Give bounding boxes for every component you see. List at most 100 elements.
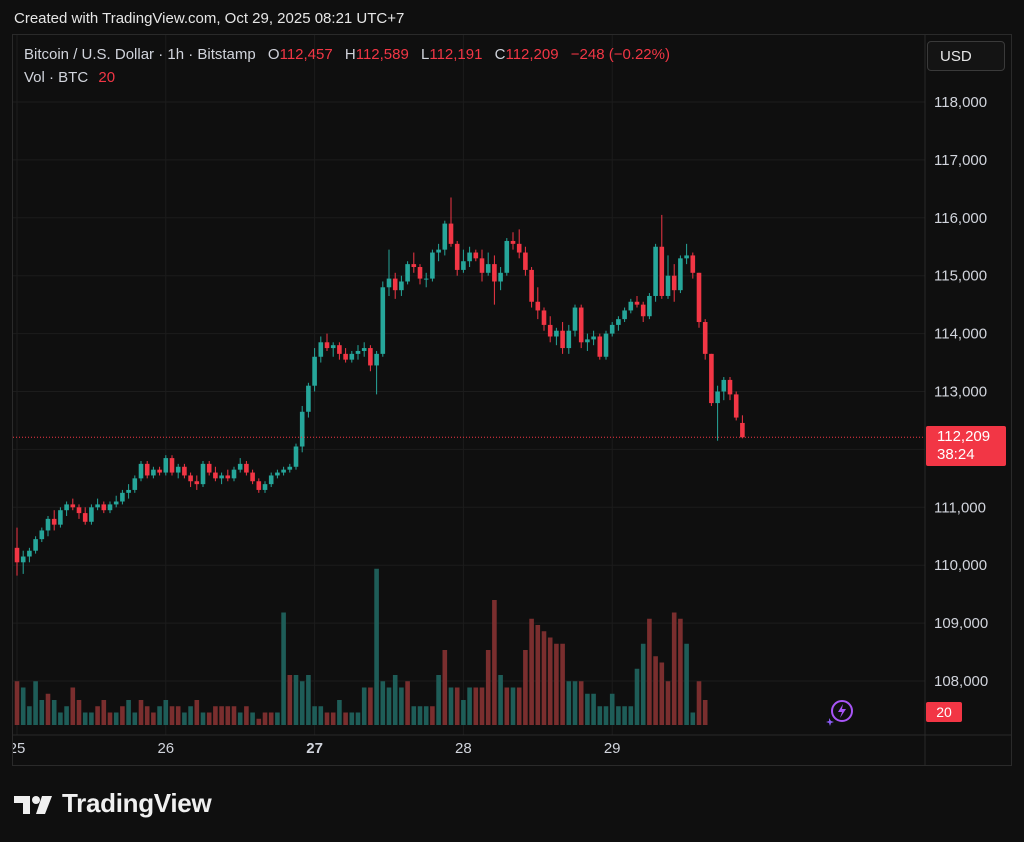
volume-label[interactable]: Vol · BTC: [24, 69, 89, 86]
candle: [696, 272, 702, 328]
candle-body: [281, 469, 286, 473]
brand-name: TradingView: [62, 788, 212, 818]
candle-body: [337, 345, 342, 354]
volume-bar: [76, 700, 82, 725]
x-tick-label: 29: [604, 740, 621, 757]
candle-body: [386, 278, 392, 288]
candle-body: [566, 330, 572, 349]
candle-body: [126, 489, 131, 493]
candle-body: [405, 264, 410, 282]
sparkle-icon[interactable]: [826, 698, 854, 726]
volume-bar: [529, 618, 534, 725]
candle-body: [535, 301, 541, 311]
candle-body: [206, 463, 212, 473]
candle: [361, 342, 367, 357]
candle-body: [671, 275, 677, 291]
candle: [504, 238, 510, 276]
candle-body: [423, 278, 429, 280]
candle: [671, 264, 677, 302]
candle: [473, 249, 479, 262]
volume-bar: [330, 712, 336, 725]
volume-bar: [58, 712, 63, 725]
y-tick-label: 115,000: [934, 268, 987, 285]
volume-bar: [609, 693, 615, 725]
candles: [14, 197, 745, 576]
candle-body: [578, 307, 584, 343]
candle-body: [51, 518, 57, 525]
candle-body: [293, 446, 299, 467]
volume-bar: [498, 675, 503, 725]
candle-body: [461, 261, 466, 270]
candle-body: [95, 504, 100, 508]
bar-countdown: 38:24: [937, 446, 975, 463]
volume-bar: [188, 706, 193, 725]
candle: [597, 333, 603, 360]
candle: [442, 220, 448, 256]
candle: [58, 507, 63, 528]
candle-body: [467, 252, 472, 262]
currency-button[interactable]: USD: [927, 41, 1005, 71]
candle: [622, 307, 627, 323]
chart-frame[interactable]: 118,000 117,000 116,000 115,000 114,000 113,0…: [12, 34, 1012, 766]
y-tick-label: 110,000: [934, 557, 987, 574]
volume-bar: [535, 625, 541, 725]
volume-bar: [64, 706, 69, 725]
candle: [120, 489, 125, 505]
candle-body: [361, 348, 367, 351]
candle: [523, 246, 528, 276]
volume-bar: [541, 631, 547, 725]
candle: [740, 415, 745, 439]
candle-body: [101, 504, 107, 511]
candle: [529, 267, 534, 308]
volume-bar: [585, 693, 590, 725]
candle-body: [76, 507, 82, 514]
candle: [709, 353, 714, 406]
candle: [151, 466, 156, 479]
candle: [634, 295, 640, 308]
candle-body: [219, 475, 224, 479]
ohlc-legend: Bitcoin / U.S. Dollar · 1h · Bitstamp O1…: [24, 46, 670, 63]
candle: [113, 495, 119, 508]
volume-bar: [39, 700, 45, 725]
candle: [237, 458, 243, 473]
volume-bar: [182, 712, 187, 725]
x-tick-label: 27: [306, 740, 323, 757]
price-chart[interactable]: 118,000 117,000 116,000 115,000 114,000 113,0…: [13, 35, 1011, 765]
candle-body: [702, 322, 708, 354]
candle-body: [120, 492, 125, 502]
volume-bar: [138, 700, 144, 725]
candle-body: [603, 333, 609, 357]
candle: [343, 348, 348, 363]
candle-body: [560, 330, 565, 349]
volume-bar: [616, 706, 621, 725]
volume-tag: 20: [926, 702, 962, 722]
candle: [368, 345, 373, 372]
candle-body: [324, 342, 330, 349]
candle-body: [380, 287, 386, 354]
volume-value: 20: [98, 69, 116, 86]
candle: [690, 252, 696, 279]
candle-body: [318, 342, 324, 357]
candle: [727, 377, 733, 401]
candle: [51, 510, 57, 531]
volume-bar: [89, 712, 94, 725]
candle: [281, 466, 286, 476]
candle-body: [411, 264, 417, 268]
symbol-title[interactable]: Bitcoin / U.S. Dollar · 1h · Bitstamp: [24, 46, 256, 63]
candle: [182, 463, 187, 479]
candle-body: [355, 350, 361, 354]
candle-body: [169, 458, 175, 473]
candle-body: [374, 353, 379, 366]
candle: [430, 249, 435, 282]
candle-body: [45, 518, 51, 531]
volume-bar: [405, 681, 410, 725]
volume-bar: [107, 712, 113, 725]
candle: [609, 322, 615, 337]
candle-body: [268, 475, 274, 485]
candle: [374, 350, 379, 395]
volume-bar: [634, 668, 640, 725]
last-price-value: 112,209: [937, 428, 991, 445]
volume-bar: [349, 712, 355, 725]
volume-bar: [169, 706, 175, 725]
candle-body: [448, 223, 454, 244]
